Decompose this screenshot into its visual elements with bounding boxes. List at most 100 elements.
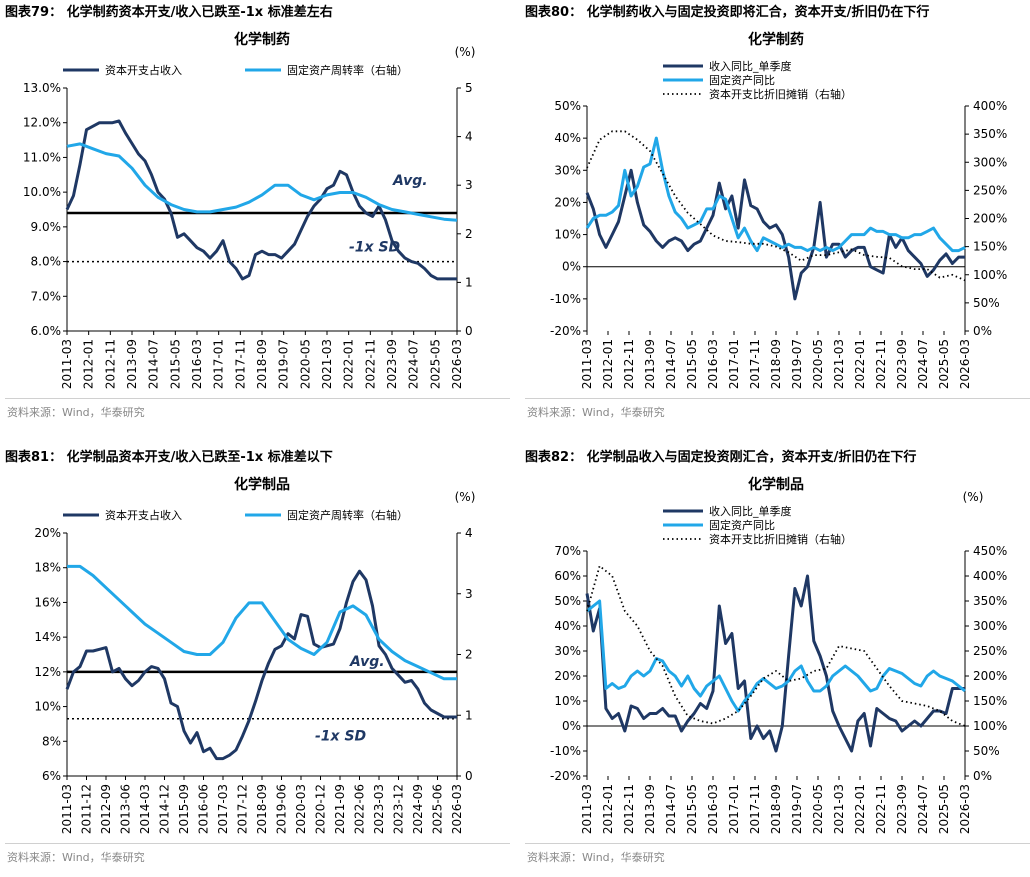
avg-annotation: Avg. [349,654,385,670]
left-tick-label: 40% [554,131,581,145]
legend-label-1: 固定资产同比 [709,73,775,87]
x-tick-label: 2020-05 [811,784,825,834]
left-tick-label: -10% [550,292,581,306]
chart-panel-82: 图表82： 化学制品收入与固定投资刚汇合，资本开支/折旧仍在下行 化学制品 (%)… [525,445,1030,877]
left-tick-label: 14% [34,630,61,644]
right-tick-label: 50% [973,296,1000,310]
left-tick-label: 0% [562,719,581,733]
legend-label-2: 资本开支比折旧摊销（右轴） [709,87,852,101]
series-line-2 [586,130,966,282]
series-line-0 [585,168,965,301]
x-tick-label: 2012-11 [622,339,636,389]
chart-title: 化学制药 [234,31,290,48]
x-tick-label: 2017-01 [727,339,741,389]
series-line-0 [65,569,457,761]
legend-label-1: 固定资产周转率（右轴） [287,63,408,77]
right-axis-unit: (%) [455,490,476,504]
series-line-0 [65,119,457,281]
left-tick-label: 20% [34,526,61,540]
x-tick-label: 2024-09 [411,784,425,834]
x-tick-label: 2017-11 [748,784,762,834]
series-line-1 [67,564,457,681]
left-tick-label: 8% [42,734,61,748]
left-tick-label: 20% [554,195,581,209]
right-tick-label: 3 [465,587,473,601]
left-tick-label: 50% [554,594,581,608]
left-tick-label: 60% [554,569,581,583]
x-tick-label: 2013-06 [119,784,133,834]
x-tick-label: 2020-12 [314,784,328,834]
left-tick-label: 10% [554,694,581,708]
left-tick-label: 50% [554,99,581,113]
left-tick-label: 10% [34,700,61,714]
x-tick-label: 2026-03 [958,784,972,834]
x-tick-label: 2021-03 [832,784,846,834]
source-divider [525,398,1030,399]
x-tick-label: 2022-06 [353,784,367,834]
left-tick-label: 8.0% [31,255,62,269]
x-tick-label: 2022-01 [853,784,867,834]
x-tick-label: 2014-07 [664,339,678,389]
x-tick-label: 2017-01 [727,784,741,834]
left-tick-label: 30% [554,644,581,658]
right-tick-label: 2 [465,648,473,662]
x-tick-label: 2013-09 [643,784,657,834]
right-axis-unit: (%) [963,490,984,504]
x-tick-label: 2026-03 [450,784,464,834]
x-tick-label: 2022-01 [342,339,356,389]
x-tick-label: 2011-03 [580,784,594,834]
x-tick-label: 2021-09 [333,784,347,834]
x-tick-label: 2011-03 [580,339,594,389]
right-axis-unit: (%) [455,45,476,59]
x-tick-label: 2015-05 [168,339,182,389]
series-line-2 [586,565,966,727]
x-tick-label: 2015-09 [177,784,191,834]
x-tick-label: 2015-05 [685,339,699,389]
x-tick-label: 2022-11 [874,784,888,834]
series-line-0 [585,574,965,753]
x-tick-label: 2012-01 [601,339,615,389]
left-tick-label: 13.0% [23,81,61,95]
x-tick-label: 2018-09 [769,784,783,834]
right-tick-label: 200% [973,669,1007,683]
right-tick-label: 200% [973,212,1007,226]
right-tick-label: 150% [973,694,1007,708]
x-tick-label: 2014-12 [158,784,172,834]
x-tick-label: 2023-09 [895,339,909,389]
x-tick-label: 2014-03 [138,784,152,834]
left-tick-label: 30% [554,163,581,177]
x-tick-label: 2017-03 [216,784,230,834]
x-tick-label: 2024-07 [916,784,930,834]
x-tick-label: 2020-05 [811,339,825,389]
chart-81: 化学制品 (%) 6% 8% 10% 12% 14% 16% 18% 20% 0 1 2 3 4 2011-0… [34,476,476,834]
right-tick-label: 100% [973,719,1007,733]
x-tick-label: 2011-03 [60,784,74,834]
figure-header: 图表79： 化学制药资本开支/收入已跌至-1x 标准差左右 [5,2,510,24]
avg-annotation: Avg. [392,173,428,189]
chart-title: 化学制品 [234,476,290,493]
chart-panel-80: 图表80： 化学制药收入与固定投资即将汇合，资本开支/折旧仍在下行 化学制药 -2… [525,0,1030,432]
x-tick-label: 2012-01 [601,784,615,834]
x-tick-label: 2024-07 [407,339,421,389]
x-tick-label: 2023-03 [372,784,386,834]
x-tick-label: 2016-03 [706,784,720,834]
x-tick-label: 2023-09 [385,339,399,389]
series-line-1 [66,142,458,222]
x-tick-label: 2019-06 [275,784,289,834]
right-tick-label: 250% [973,183,1007,197]
x-tick-label: 2022-01 [853,339,867,389]
series-line-1 [585,136,966,253]
x-tick-label: 2013-09 [125,339,139,389]
x-tick-label: 2012-09 [99,784,113,834]
x-tick-label: 2017-11 [748,339,762,389]
right-tick-label: 0 [465,769,473,783]
left-tick-label: 6% [42,769,61,783]
left-tick-label: 9.0% [31,220,62,234]
right-tick-label: 0% [973,769,992,783]
x-tick-label: 2012-11 [103,339,117,389]
right-tick-label: 400% [973,99,1007,113]
left-tick-label: -20% [550,324,581,338]
x-tick-label: 2022-11 [363,339,377,389]
right-tick-label: 250% [973,644,1007,658]
x-tick-label: 2022-11 [874,339,888,389]
